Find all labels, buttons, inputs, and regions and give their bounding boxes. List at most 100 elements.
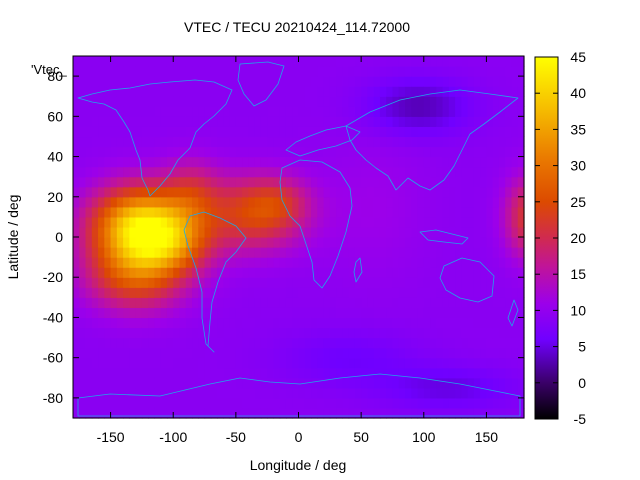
heat-cell <box>123 106 130 117</box>
heat-cell <box>455 327 462 339</box>
heat-cell <box>511 237 519 248</box>
heat-cell <box>486 146 494 158</box>
heat-cell <box>461 307 469 319</box>
heat-cell <box>98 126 105 138</box>
heat-cell <box>298 96 306 107</box>
heat-cell <box>217 76 224 87</box>
heat-cell <box>173 287 181 298</box>
heat-cell <box>198 237 206 248</box>
heat-cell <box>198 116 206 127</box>
heat-cell <box>436 327 444 339</box>
heat-cell <box>279 186 287 198</box>
heat-cell <box>361 307 368 319</box>
heat-cell <box>110 377 118 389</box>
heat-cell <box>455 267 462 278</box>
heat-cell <box>505 237 513 248</box>
heat-cell <box>379 216 387 228</box>
heat-cell <box>229 267 237 278</box>
heat-cell <box>323 206 331 218</box>
heat-cell <box>373 257 381 268</box>
x-tick-label: -100 <box>159 429 187 445</box>
heat-cell <box>166 176 174 188</box>
heat-cell <box>517 317 525 329</box>
heat-cell <box>392 156 400 168</box>
heat-cell <box>254 156 262 168</box>
heat-cell <box>192 247 199 258</box>
heat-cell <box>511 156 519 168</box>
heat-cell <box>73 297 80 308</box>
heat-cell <box>285 66 293 77</box>
heat-cell <box>135 156 143 168</box>
heat-cell <box>486 126 494 138</box>
heat-cell <box>79 287 87 298</box>
x-tick-label: 150 <box>475 429 499 445</box>
heat-cell <box>104 387 112 399</box>
heat-cell <box>398 407 406 419</box>
heat-cell <box>392 76 400 87</box>
heat-cell <box>329 397 337 409</box>
heat-cell <box>229 226 237 238</box>
heat-cell <box>235 56 243 67</box>
heat-cell <box>480 156 488 168</box>
heat-cell <box>423 287 431 298</box>
heat-cell <box>473 116 481 127</box>
heat-cell <box>473 367 481 379</box>
heat-cell <box>317 247 325 258</box>
heat-cell <box>129 226 137 238</box>
heat-cell <box>110 96 118 107</box>
heat-cell <box>317 216 325 228</box>
heat-cell <box>185 96 193 107</box>
heat-cell <box>198 317 206 329</box>
heat-cell <box>173 357 181 369</box>
heat-cell <box>304 247 312 258</box>
heat-cell <box>85 257 93 268</box>
heat-cell <box>398 106 406 117</box>
heat-cell <box>467 76 475 87</box>
heat-cell <box>361 186 368 198</box>
heat-cell <box>417 66 425 77</box>
coastlines <box>77 61 521 417</box>
heat-cell <box>173 327 181 339</box>
heat-cell <box>204 257 212 268</box>
heat-cell <box>511 407 519 419</box>
heat-cell <box>336 297 343 308</box>
heat-cell <box>110 357 118 369</box>
heat-cell <box>455 166 462 178</box>
heat-cell <box>367 267 375 278</box>
heat-cell <box>104 96 112 107</box>
heat-cell <box>386 176 394 188</box>
heat-cell <box>354 116 362 127</box>
heat-cell <box>210 186 218 198</box>
heat-cell <box>129 397 137 409</box>
heat-cell <box>517 96 525 107</box>
heat-cell <box>279 176 287 188</box>
heat-cell <box>292 126 300 138</box>
heat-cell <box>135 267 143 278</box>
heat-cell <box>361 56 368 67</box>
heat-cell <box>448 337 456 349</box>
heat-cell <box>511 76 519 87</box>
heat-cell <box>505 106 513 117</box>
heat-cell <box>367 216 375 228</box>
heat-cell <box>498 327 506 339</box>
heat-cell <box>91 327 99 339</box>
heat-cell <box>179 397 187 409</box>
heat-cell <box>173 166 181 178</box>
heat-cell <box>260 226 268 238</box>
heat-cell <box>116 297 124 308</box>
heat-cell <box>304 287 312 298</box>
heat-cell <box>467 176 475 188</box>
heat-cell <box>329 226 337 238</box>
heat-cell <box>348 116 356 127</box>
heat-cell <box>323 226 331 238</box>
heat-cell <box>505 66 513 77</box>
heat-cell <box>173 186 181 198</box>
heat-cell <box>486 307 494 319</box>
heat-cell <box>185 116 193 127</box>
heat-cell <box>98 327 105 339</box>
heat-cell <box>179 156 187 168</box>
heat-cell <box>273 166 281 178</box>
heat-cell <box>210 176 218 188</box>
heat-cell <box>404 186 412 198</box>
heat-cell <box>267 337 275 349</box>
